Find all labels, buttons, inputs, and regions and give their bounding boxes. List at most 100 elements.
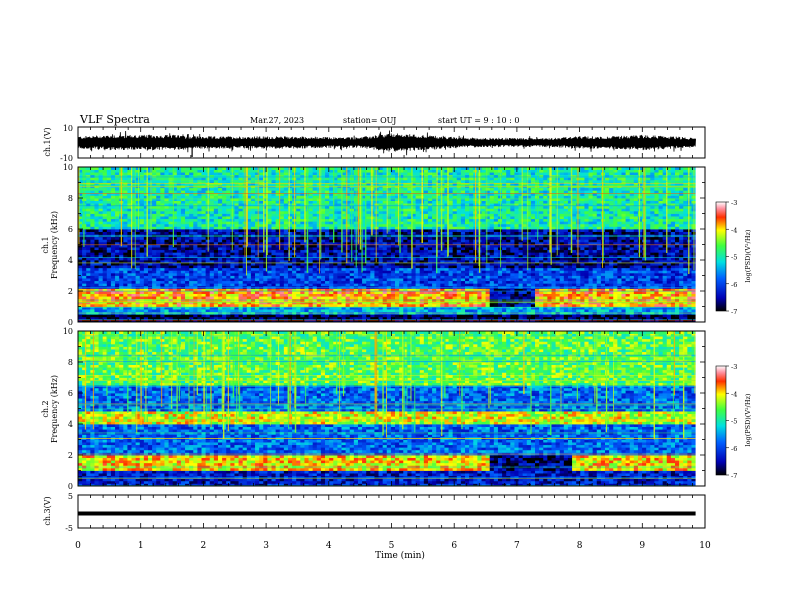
spectrogram-cell bbox=[94, 200, 99, 204]
spectrogram-cell bbox=[238, 172, 244, 176]
spectrogram-cell bbox=[115, 216, 120, 220]
spectrogram-cell bbox=[246, 303, 252, 307]
spectrogram-cell bbox=[390, 198, 396, 201]
spectrogram-cell bbox=[267, 231, 272, 235]
spectrogram-cell bbox=[193, 169, 198, 173]
ch1-waveform-line bbox=[78, 130, 696, 156]
spectrogram-cell bbox=[386, 257, 392, 261]
spectrogram-cell bbox=[378, 314, 384, 318]
spectrogram-cell bbox=[131, 252, 137, 256]
spectrogram-cell bbox=[320, 257, 326, 261]
spectrogram-cell bbox=[341, 296, 347, 300]
spectrogram-cell bbox=[325, 216, 330, 220]
spectrogram-cell bbox=[139, 229, 145, 232]
spectrogram-cell bbox=[222, 221, 227, 225]
spectrogram-cell bbox=[329, 200, 334, 204]
spectrogram-cell bbox=[333, 221, 338, 225]
spectrogram-cell bbox=[164, 172, 169, 176]
spectrogram-cell bbox=[386, 283, 392, 287]
spectrogram-cell bbox=[382, 216, 388, 220]
spectrogram-cell bbox=[127, 303, 132, 307]
spectrogram-cell bbox=[217, 229, 223, 232]
spectrogram-cell bbox=[110, 319, 116, 322]
spectrogram-cell bbox=[106, 218, 112, 222]
spectrogram-cell bbox=[390, 200, 396, 204]
spectrogram-cell bbox=[312, 221, 318, 225]
spectrogram-cell bbox=[333, 254, 338, 258]
spectrogram-cell bbox=[366, 278, 371, 282]
spectrogram-cell bbox=[86, 288, 91, 292]
spectrogram-cell bbox=[172, 213, 178, 217]
spectrogram-cell bbox=[399, 309, 404, 313]
spectrogram-cell bbox=[110, 231, 116, 235]
spectrogram-cell bbox=[329, 275, 334, 279]
spectrogram-cell bbox=[292, 319, 297, 322]
spectrogram-cell bbox=[94, 205, 99, 209]
spectrogram-cell bbox=[300, 192, 305, 196]
spectrogram-cell bbox=[139, 223, 145, 227]
spectrogram-cell bbox=[271, 169, 277, 173]
spectrogram-cell bbox=[374, 236, 379, 240]
spectrogram-cell bbox=[395, 236, 400, 240]
spectrogram-cell bbox=[382, 195, 388, 199]
spectrogram-cell bbox=[172, 260, 178, 263]
spectrogram-cell bbox=[283, 203, 289, 207]
spectrogram-cell bbox=[106, 306, 112, 310]
spectrogram-cell bbox=[230, 252, 235, 256]
spectrogram-cell bbox=[238, 241, 244, 245]
spectrogram-cell bbox=[378, 241, 384, 245]
spectrogram-cell bbox=[234, 231, 239, 235]
spectrogram-cell bbox=[147, 314, 153, 318]
spectrogram-cell bbox=[341, 226, 347, 230]
spectrogram-cell bbox=[156, 231, 161, 235]
spectrogram-cell bbox=[193, 306, 198, 310]
spectrogram-cell bbox=[390, 203, 396, 207]
spectrogram-cell bbox=[123, 306, 128, 310]
spectrogram-cell bbox=[213, 213, 219, 217]
spectrogram-cell bbox=[119, 280, 124, 284]
spectrogram-cell bbox=[226, 265, 231, 269]
spectrogram-cell bbox=[180, 229, 186, 232]
spectrogram-cell bbox=[147, 213, 153, 217]
spectrogram-cell bbox=[98, 167, 104, 170]
spectrogram-cell bbox=[395, 270, 400, 274]
spectrogram-cell bbox=[226, 280, 231, 284]
spectrogram-cell bbox=[238, 249, 244, 253]
spectrogram-cell bbox=[279, 252, 285, 256]
spectrogram-cell bbox=[156, 236, 161, 240]
spectrogram-cell bbox=[395, 195, 400, 199]
spectrogram-cell bbox=[172, 169, 178, 173]
spectrogram-cell bbox=[176, 244, 182, 248]
spectrogram-cell bbox=[255, 216, 260, 220]
spectrogram-cell bbox=[378, 200, 384, 204]
spectrogram-cell bbox=[180, 203, 186, 207]
spectrogram-cell bbox=[378, 192, 384, 196]
spectrogram-cell bbox=[131, 172, 137, 176]
spectrogram-cell bbox=[193, 239, 198, 243]
spectrogram-cell bbox=[250, 229, 256, 232]
spectrogram-cell bbox=[147, 293, 153, 297]
spectrogram-cell bbox=[127, 221, 132, 225]
spectrogram-cell bbox=[312, 226, 318, 230]
spectrogram-cell bbox=[160, 226, 165, 230]
spectrogram-cell bbox=[127, 288, 132, 292]
spectrogram-cell bbox=[275, 239, 281, 243]
spectrogram-cell bbox=[320, 190, 326, 194]
spectrogram-cell bbox=[98, 272, 104, 276]
spectrogram-cell bbox=[271, 267, 277, 271]
spectrogram-cell bbox=[304, 278, 309, 282]
spectrogram-cell bbox=[395, 252, 400, 256]
spectrogram-cell bbox=[320, 195, 326, 199]
spectrogram-cell bbox=[399, 319, 404, 322]
spectrogram-cell bbox=[386, 241, 392, 245]
spectrogram-cell bbox=[110, 260, 116, 263]
spectrogram-cell bbox=[287, 187, 293, 191]
spectrogram-cell bbox=[143, 303, 149, 307]
spectrogram-cell bbox=[312, 203, 318, 207]
spectrogram-cell bbox=[255, 229, 260, 232]
spectrogram-cell bbox=[139, 278, 145, 282]
spectrogram-cell bbox=[263, 296, 268, 300]
spectrogram-cell bbox=[82, 262, 87, 266]
spectrogram-cell bbox=[152, 254, 157, 258]
spectrogram-cell bbox=[390, 210, 396, 214]
